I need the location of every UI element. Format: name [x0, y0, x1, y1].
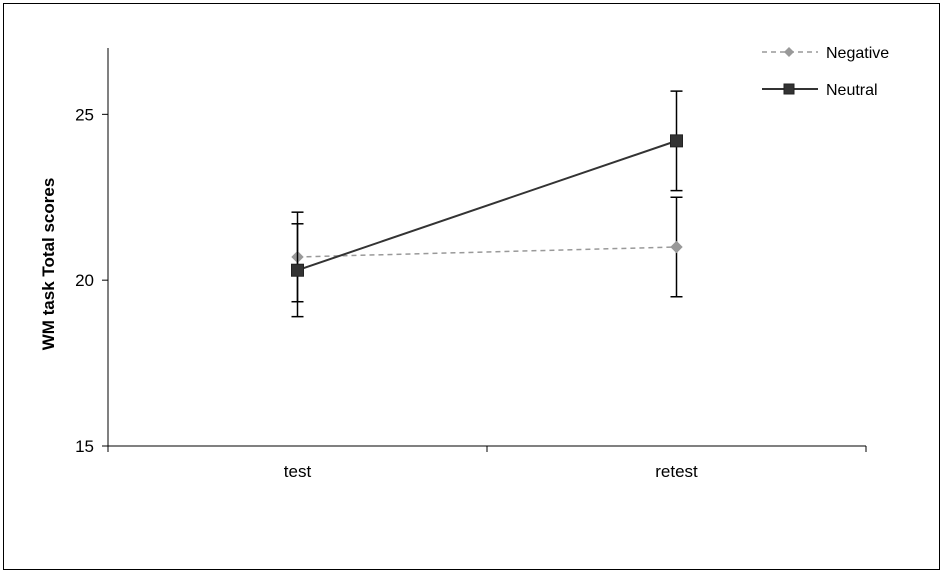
- series-line-negative: [297, 246, 677, 258]
- legend-item-neutral: Neutral: [762, 82, 878, 99]
- y-tick-label: 15: [75, 437, 94, 456]
- data-point-negative: [670, 240, 683, 254]
- y-tick-label: 25: [75, 105, 94, 124]
- series-negative: [291, 196, 683, 303]
- legend-marker-negative: [784, 47, 794, 57]
- x-tick-label: test: [284, 462, 312, 481]
- y-axis-title: WM task Total scores: [39, 178, 58, 351]
- data-point-neutral: [291, 263, 304, 277]
- data-point-neutral: [670, 134, 683, 148]
- legend-marker-neutral: [783, 83, 795, 95]
- series-neutral: [291, 90, 683, 318]
- chart-frame: [3, 3, 940, 570]
- series-line-neutral: [297, 139, 677, 272]
- x-tick-label: retest: [655, 462, 698, 481]
- legend-label-negative: Negative: [826, 45, 889, 62]
- legend-item-negative: Negative: [762, 45, 889, 62]
- y-tick-label: 20: [75, 271, 94, 290]
- legend-label-neutral: Neutral: [826, 82, 878, 99]
